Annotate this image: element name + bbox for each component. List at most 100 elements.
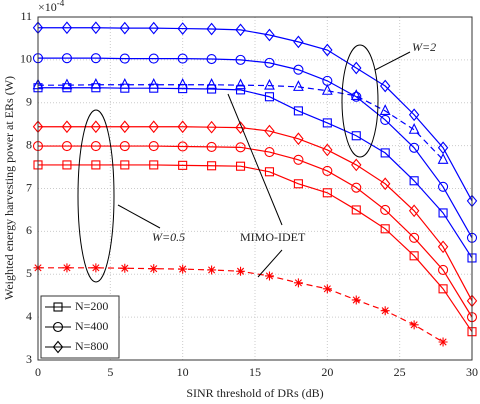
x-tick-label: 15 — [249, 365, 261, 379]
y-tick-label: 6 — [26, 223, 32, 237]
marker — [235, 78, 246, 90]
marker — [120, 263, 130, 273]
marker — [408, 204, 420, 218]
marker — [206, 141, 217, 152]
marker — [264, 167, 275, 177]
marker — [90, 21, 102, 35]
marker — [148, 78, 160, 89]
annotation: W=2 — [412, 40, 436, 54]
marker — [380, 306, 390, 316]
marker — [438, 284, 448, 294]
marker — [351, 182, 362, 193]
marker — [119, 141, 130, 152]
marker — [53, 302, 63, 312]
marker — [177, 141, 188, 152]
marker — [206, 78, 217, 89]
marker — [62, 263, 72, 273]
x-tick-label: 30 — [466, 365, 478, 379]
marker — [322, 165, 333, 176]
marker — [408, 123, 420, 134]
marker — [293, 35, 304, 49]
marker — [235, 161, 246, 171]
marker — [119, 53, 130, 64]
marker — [119, 78, 131, 89]
marker — [322, 118, 332, 128]
marker — [148, 21, 159, 35]
marker — [380, 204, 391, 215]
marker — [379, 104, 391, 115]
series-line — [38, 57, 473, 239]
legend: N=200 N=400 N=800 — [40, 295, 120, 359]
marker — [206, 22, 217, 36]
marker — [438, 337, 448, 347]
series-line — [38, 126, 473, 302]
marker — [236, 266, 246, 276]
marker — [409, 232, 420, 243]
marker — [437, 153, 449, 164]
marker — [61, 78, 73, 90]
annotation-ellipse — [341, 44, 379, 158]
marker — [61, 53, 72, 64]
marker — [91, 160, 101, 170]
marker — [90, 53, 101, 64]
y-tick-label: 5 — [26, 266, 32, 280]
marker — [149, 264, 159, 274]
marker — [293, 80, 304, 91]
series — [32, 21, 478, 347]
x-tick-label: 0 — [35, 365, 41, 379]
marker — [408, 108, 420, 122]
series-line — [38, 87, 473, 259]
x-tick-label: 5 — [107, 365, 113, 379]
series-line — [38, 164, 473, 333]
annotation-line — [374, 51, 411, 71]
annotation-line — [227, 93, 283, 226]
marker — [438, 181, 449, 192]
marker — [90, 141, 101, 152]
marker — [379, 177, 391, 191]
marker — [293, 64, 304, 75]
y-tick-label: 8 — [26, 137, 32, 151]
marker — [264, 92, 275, 102]
marker — [293, 179, 303, 189]
marker — [351, 295, 361, 305]
annotation: W=0.5 — [152, 230, 185, 244]
series-line — [38, 27, 473, 202]
marker — [177, 78, 189, 89]
marker — [321, 84, 333, 95]
annotation: MIMO-IDET — [240, 230, 306, 244]
marker — [322, 188, 332, 198]
annotation-line — [117, 204, 161, 229]
marker — [235, 54, 246, 65]
marker — [380, 148, 390, 158]
marker — [409, 251, 419, 261]
marker — [206, 53, 217, 65]
marker — [207, 161, 217, 171]
marker — [177, 53, 188, 64]
y-tick-label: 4 — [26, 309, 32, 323]
multiplier: ×10-4 — [38, 0, 65, 14]
marker — [264, 78, 275, 90]
marker — [438, 208, 448, 218]
marker — [90, 78, 102, 89]
marker — [438, 264, 449, 276]
marker — [207, 265, 217, 275]
y-axis-label: Weighted energy harvesting power at ERs … — [2, 76, 16, 300]
legend-label: N=400 — [75, 319, 108, 333]
marker — [235, 23, 246, 37]
y-tick-label: 7 — [26, 180, 32, 194]
y-tick-label: 11 — [20, 9, 32, 23]
y-tick-label: 9 — [26, 95, 32, 109]
y-tick-label: 10 — [20, 52, 32, 66]
marker — [264, 124, 275, 138]
marker — [351, 131, 361, 141]
x-tick-label: 20 — [321, 365, 333, 379]
marker — [62, 160, 72, 170]
annotation-ellipse — [77, 109, 115, 283]
x-tick-label: 10 — [177, 365, 189, 379]
marker — [379, 79, 391, 93]
marker — [409, 142, 420, 153]
marker — [409, 320, 419, 330]
legend-label: N=200 — [75, 299, 108, 313]
x-tick-label: 25 — [394, 365, 406, 379]
